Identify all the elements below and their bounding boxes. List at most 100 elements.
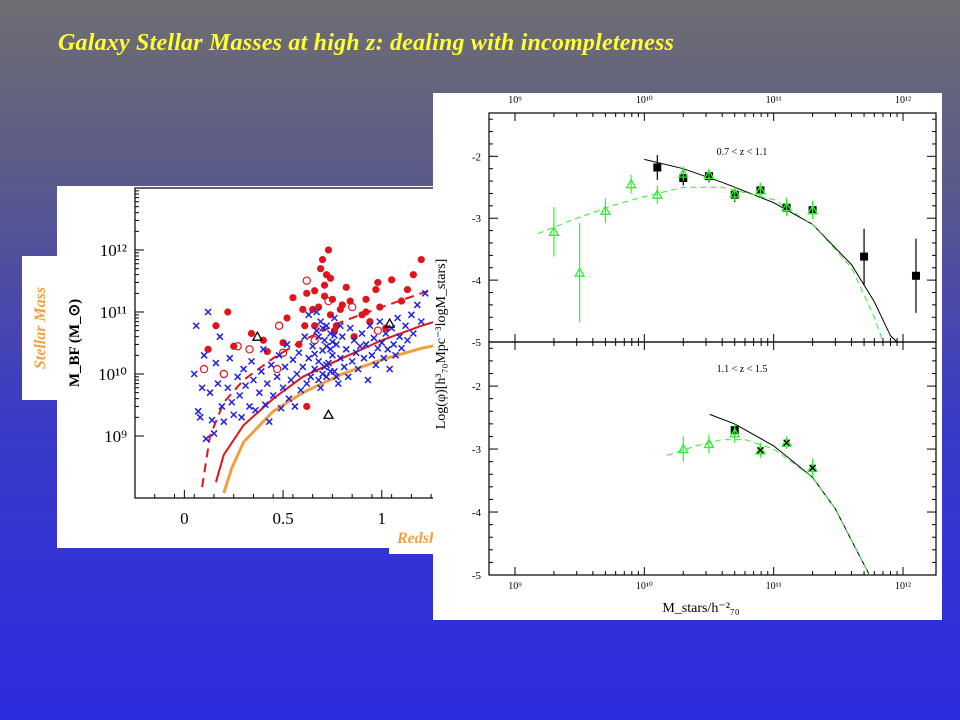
galaxy-point — [316, 265, 325, 273]
mf-y-tick-label: -3 — [472, 213, 482, 225]
galaxy-point — [313, 327, 321, 335]
galaxy-point — [206, 389, 214, 397]
galaxy-point — [208, 416, 216, 424]
galaxy-point — [299, 305, 307, 314]
galaxy-point — [265, 418, 273, 426]
galaxy-point — [291, 402, 299, 410]
galaxy-point — [338, 333, 346, 341]
mf-data-point — [754, 184, 767, 195]
galaxy-point — [322, 322, 331, 330]
mf-y-tick-label: -2 — [472, 151, 481, 163]
galaxy-point — [409, 271, 417, 279]
galaxy-point — [302, 276, 311, 285]
mf-y-tick-label: -2 — [472, 381, 481, 393]
galaxy-point — [396, 333, 404, 341]
mf-data-point — [806, 204, 819, 215]
galaxy-point — [283, 314, 291, 322]
mf-x-axis-label: M_stars/h⁻²₇₀ — [662, 601, 739, 616]
galaxy-point — [245, 402, 254, 410]
galaxy-point — [330, 314, 338, 322]
galaxy-point — [309, 305, 317, 314]
galaxy-point — [303, 402, 311, 411]
galaxy-point — [251, 330, 264, 341]
mf-data-point — [677, 167, 689, 178]
galaxy-point — [238, 413, 246, 421]
galaxy-point — [220, 418, 228, 426]
galaxy-point — [384, 345, 392, 353]
mf-x-tick-label: 10⁹ — [508, 581, 522, 592]
galaxy-point — [390, 340, 398, 348]
galaxy-point — [279, 384, 287, 392]
galaxy-point — [320, 281, 329, 289]
y-axis-label: M_BF (M_⊙) — [67, 299, 83, 387]
galaxy-point — [397, 297, 406, 305]
galaxy-point — [347, 302, 357, 312]
galaxy-point — [202, 435, 210, 443]
galaxy-point — [324, 246, 333, 254]
galaxy-point — [376, 303, 384, 311]
galaxy-point — [278, 348, 288, 357]
mf-data-point — [754, 444, 767, 455]
galaxy-point — [328, 351, 336, 359]
y-tick-label: 10¹² — [100, 241, 127, 260]
galaxy-point — [279, 339, 287, 347]
galaxy-point — [421, 289, 429, 297]
galaxy-point — [274, 321, 284, 330]
galaxy-point — [303, 380, 311, 388]
galaxy-point — [382, 329, 390, 338]
galaxy-point — [386, 365, 394, 373]
galaxy-point — [376, 318, 384, 326]
galaxy-point — [348, 357, 356, 365]
galaxy-point — [380, 354, 388, 362]
stellar-mass-label-text: Stellar Mass — [32, 286, 49, 370]
mf-data-point — [911, 271, 920, 280]
galaxy-point — [317, 318, 325, 326]
galaxy-point — [350, 336, 358, 344]
mass-redshift-plot-svg: 0 0.5 1 10⁹ 10¹⁰ 10¹¹ 10¹² M_BF (M_⊙) — [67, 187, 442, 528]
galaxy-point — [342, 345, 350, 353]
galaxy-point — [319, 370, 327, 378]
galaxy-point — [336, 305, 344, 314]
mf-data-point — [651, 188, 663, 199]
mf-data-point — [703, 438, 715, 449]
mf-y-tick-label: -4 — [472, 507, 482, 519]
mf-data-point — [806, 462, 819, 473]
galaxy-point — [245, 345, 254, 354]
galaxy-point — [417, 256, 425, 264]
galaxy-point — [326, 274, 335, 282]
mf-y-tick-label: -5 — [472, 570, 482, 582]
galaxy-point — [368, 351, 376, 359]
galaxy-point — [295, 340, 303, 349]
galaxy-point — [307, 373, 315, 381]
galaxy-point — [362, 295, 370, 303]
galaxy-point — [344, 373, 352, 381]
galaxy-point — [417, 318, 425, 326]
mf-schechter-curve — [537, 186, 884, 342]
galaxy-point — [192, 322, 200, 330]
galaxy-point — [374, 278, 382, 287]
mf-y-tick-label: -3 — [472, 444, 482, 456]
galaxy-point — [322, 342, 331, 350]
galaxy-point — [401, 322, 409, 330]
x-tick-label: 0.5 — [272, 509, 293, 528]
galaxy-point — [336, 354, 344, 362]
mf-data-point — [729, 427, 741, 438]
galaxy-point — [247, 357, 256, 365]
mf-y-tick-label: -4 — [472, 275, 482, 287]
galaxy-point — [403, 285, 412, 294]
y-tick-label: 10¹⁰ — [98, 365, 127, 384]
redshift-label: Redshift — [389, 528, 439, 554]
mf-data-point — [625, 178, 637, 189]
mf-panel-area — [666, 413, 870, 575]
galaxy-point — [356, 342, 364, 350]
galaxy-point — [313, 308, 321, 316]
galaxy-point — [234, 373, 242, 381]
galaxy-point — [326, 329, 334, 338]
galaxy-point — [299, 363, 307, 371]
galaxy-point — [224, 308, 232, 316]
galaxy-point — [293, 370, 301, 378]
mf-panel-frame — [488, 112, 937, 343]
galaxy-point — [214, 380, 222, 388]
galaxy-point — [305, 311, 313, 319]
galaxy-point — [212, 359, 220, 367]
